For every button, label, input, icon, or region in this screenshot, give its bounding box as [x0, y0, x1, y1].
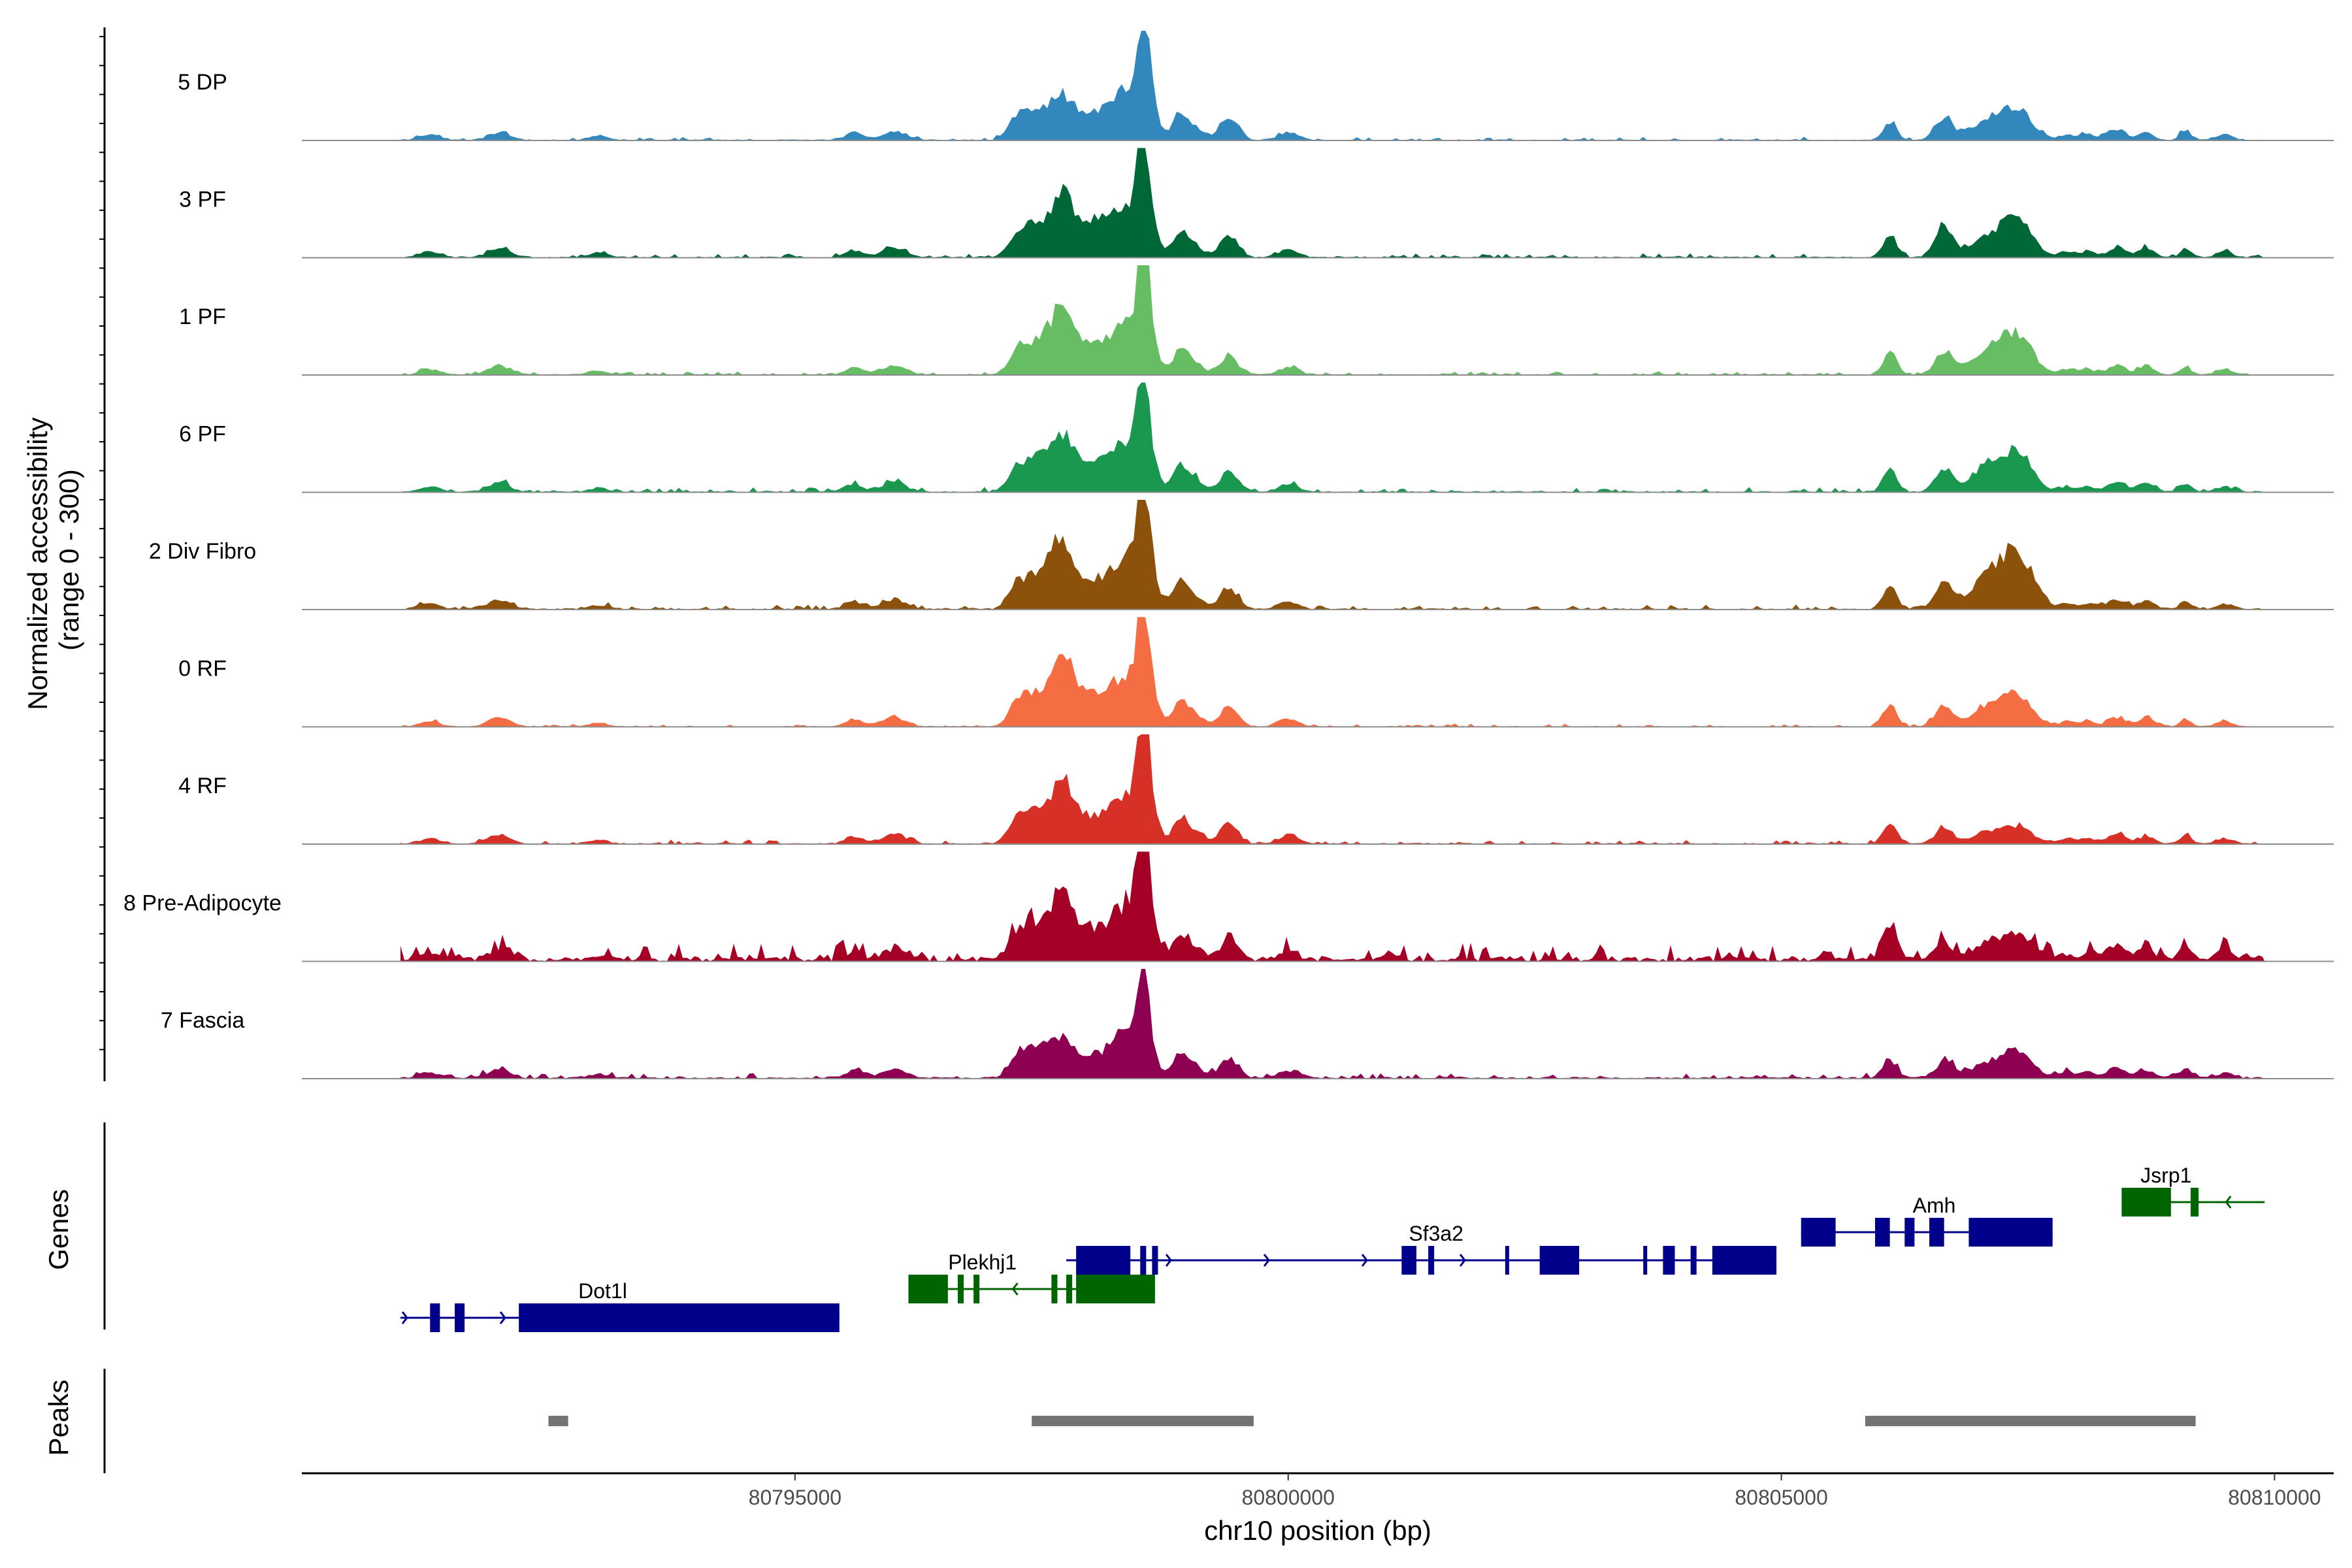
strand-arrow — [499, 1311, 506, 1324]
track-label: 5 DP — [178, 70, 227, 95]
y-axis-title-line1: Normalized accessibility — [22, 417, 53, 710]
genes-panel-title: Genes — [43, 1189, 74, 1270]
strand-arrow — [1165, 1254, 1172, 1267]
track-7-fascia: 7 Fascia — [161, 969, 2334, 1079]
coverage-area — [400, 617, 2265, 727]
gene-exon — [1874, 1218, 1890, 1247]
track-8-pre-adipocyte: 8 Pre-Adipocyte — [123, 851, 2334, 962]
coverage-area — [400, 148, 2265, 258]
y-axis-title-line2: (range 0 - 300) — [54, 469, 84, 651]
gene-exon — [2121, 1188, 2171, 1217]
gene-exon — [1712, 1246, 1777, 1275]
gene-exon — [1904, 1218, 1915, 1247]
gene-exon — [1076, 1246, 1131, 1275]
gene-jsrp1: Jsrp1 — [2121, 1164, 2265, 1217]
strand-arrow — [401, 1311, 408, 1324]
strand-arrow — [1361, 1254, 1368, 1267]
gene-exon — [1401, 1246, 1416, 1275]
x-tick-label: 80805000 — [1735, 1486, 1827, 1509]
gene-exon — [1690, 1246, 1697, 1275]
y-axis-title: Normalized accessibility (range 0 - 300) — [22, 410, 84, 710]
left-axes — [99, 27, 106, 1473]
gene-exon — [1051, 1275, 1058, 1303]
track-6-pf: 6 PF — [179, 382, 2334, 493]
gene-exon — [908, 1275, 948, 1303]
gene-exon — [1140, 1246, 1147, 1275]
x-axis: 80795000 80800000 80805000 80810000 — [302, 1472, 2334, 1509]
track-1-pf: 1 PF — [179, 265, 2334, 376]
gene-exon — [957, 1275, 964, 1303]
gene-sf3a2: Sf3a2 — [1066, 1222, 1777, 1275]
gene-exon — [1968, 1218, 2053, 1247]
x-tick-label: 80795000 — [749, 1486, 841, 1509]
gene-exon — [1663, 1246, 1675, 1275]
strand-arrow — [1011, 1282, 1019, 1296]
peak-regions — [548, 1416, 2196, 1426]
gene-plekhj1: Plekhj1 — [908, 1250, 1155, 1303]
gene-exon — [455, 1303, 465, 1332]
coverage-area — [400, 969, 2265, 1079]
track-2-div-fibro: 2 Div Fibro — [149, 500, 2334, 610]
gene-label: Sf3a2 — [1409, 1222, 1463, 1245]
gene-exon — [973, 1275, 980, 1303]
gene-exon — [1929, 1218, 1944, 1247]
strand-arrow — [1459, 1254, 1466, 1267]
strand-arrow — [2225, 1196, 2232, 1209]
x-axis-title: chr10 position (bp) — [1204, 1515, 1431, 1546]
gene-exon — [1539, 1246, 1580, 1275]
coverage-area — [400, 500, 2265, 610]
gene-label: Amh — [1913, 1194, 1956, 1217]
gene-label: Jsrp1 — [2140, 1164, 2191, 1187]
peak-region — [1032, 1416, 1254, 1426]
gene-exon — [430, 1303, 440, 1332]
strand-arrow — [1263, 1254, 1270, 1267]
track-label: 1 PF — [179, 304, 226, 329]
gene-exon — [1643, 1246, 1648, 1275]
x-tick-label: 80810000 — [2228, 1486, 2321, 1509]
coverage-area — [400, 851, 2265, 962]
gene-dot1l: Dot1l — [400, 1279, 840, 1332]
gene-annotations: Dot1l Plekhj1 Sf3a2 Amh Jsrp1 — [400, 1164, 2265, 1332]
track-5-dp: 5 DP — [178, 31, 2334, 141]
track-label: 0 RF — [178, 657, 227, 681]
gene-exon — [2191, 1188, 2199, 1217]
gene-exon — [1428, 1246, 1435, 1275]
coverage-area — [400, 382, 2265, 493]
gene-label: Plekhj1 — [948, 1250, 1017, 1274]
gene-exon — [1152, 1246, 1158, 1275]
gene-exon — [1801, 1218, 1836, 1247]
gene-label: Dot1l — [578, 1279, 627, 1303]
peak-region — [548, 1416, 568, 1426]
coverage-tracks: 5 DP 3 PF 1 PF 6 PF 2 Div Fibro 0 RF 4 RF 8 Pre… — [123, 31, 2334, 1079]
track-4-rf: 4 RF — [178, 734, 2334, 845]
gene-amh: Amh — [1801, 1194, 2053, 1247]
track-label: 3 PF — [179, 188, 226, 212]
track-0-rf: 0 RF — [178, 617, 2334, 728]
track-label: 6 PF — [179, 422, 226, 447]
gene-exon — [519, 1303, 840, 1332]
track-label: 7 Fascia — [161, 1008, 245, 1033]
peaks-panel-title: Peaks — [43, 1380, 74, 1456]
coverage-area — [400, 734, 2265, 844]
track-label: 4 RF — [178, 774, 227, 798]
x-tick-label: 80800000 — [1242, 1486, 1335, 1509]
coverage-area — [400, 31, 2265, 140]
coverage-area — [400, 265, 2265, 375]
gene-exon — [1066, 1275, 1073, 1303]
gene-exon — [1076, 1275, 1155, 1303]
track-label: 8 Pre-Adipocyte — [123, 891, 282, 916]
track-3-pf: 3 PF — [179, 148, 2334, 259]
gene-exon — [1505, 1246, 1509, 1275]
peak-region — [1865, 1416, 2196, 1426]
track-label: 2 Div Fibro — [149, 539, 256, 564]
